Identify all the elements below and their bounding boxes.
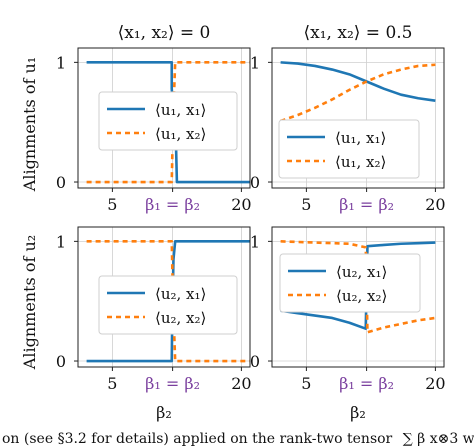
column-title-left: ⟨x₁, x₂⟩ = 0 <box>118 23 211 43</box>
xtick-label-1: β₁ = β₂ <box>145 374 200 393</box>
ytick-label-0: 1 <box>250 232 260 251</box>
xtick-label-0: 5 <box>107 195 117 214</box>
legend-label-1: ⟨u₁, x₂⟩ <box>155 125 206 143</box>
xlabel-right: β₂ <box>350 403 366 422</box>
row-ylabel-bottom: Alignments of u₂ <box>20 235 39 370</box>
ytick-label-1: 0 <box>56 352 66 371</box>
xtick-label-2: 20 <box>231 374 251 393</box>
xtick-label-1: β₁ = β₂ <box>339 374 394 393</box>
legend-box <box>278 119 420 179</box>
legend-label-0: ⟨u₂, x₁⟩ <box>155 285 206 303</box>
xtick-label-2: 20 <box>425 374 445 393</box>
axes-frame <box>271 226 445 368</box>
axes-frame <box>77 226 251 368</box>
legend-label-1: ⟨u₂, x₂⟩ <box>336 287 387 305</box>
caption-fragment: on (see §3.2 for details) applied on the… <box>2 431 393 447</box>
column-title-right: ⟨x₁, x₂⟩ = 0.5 <box>304 23 413 43</box>
xtick-label-1: β₁ = β₂ <box>339 195 394 214</box>
legend-label-1: ⟨u₁, x₂⟩ <box>335 153 386 171</box>
xtick-label-0: 5 <box>107 374 117 393</box>
panel-bottom-left: 1 0 5 β₁ = β₂ 20 ⟨u₂, x₁⟩ ⟨u₂, x₂⟩ <box>56 226 252 393</box>
xtick-label-1: β₁ = β₂ <box>145 195 200 214</box>
series-line-0 <box>280 241 436 331</box>
ytick-label-0: 1 <box>250 53 260 72</box>
ytick-label-1: 0 <box>250 352 260 371</box>
row-ylabel-top: Alignments of u₁ <box>20 57 39 192</box>
series-line-0 <box>280 61 436 102</box>
xtick-label-2: 20 <box>231 195 251 214</box>
series-line-1 <box>280 240 436 334</box>
axes-frame <box>77 47 251 189</box>
legend-label-0: ⟨u₂, x₁⟩ <box>336 263 387 281</box>
panel-bottom-right: 1 0 5 β₁ = β₂ 20 ⟨u₂, x₁⟩ ⟨u₂, x₂⟩ <box>250 226 446 393</box>
ytick-label-0: 1 <box>56 232 66 251</box>
axes-frame <box>271 47 445 189</box>
caption-text: on (see §3.2 for details) applied on the… <box>2 431 474 447</box>
panel-top-right: 1 0 5 β₁ = β₂ 20 ⟨u₁, x₁⟩ ⟨u₁, x₂⟩ <box>250 47 446 214</box>
legend-box <box>98 275 238 335</box>
ytick-label-1: 0 <box>56 173 66 192</box>
ytick-label-0: 1 <box>56 53 66 72</box>
legend-label-0: ⟨u₁, x₁⟩ <box>155 101 206 119</box>
caption-math: ∑ β x⊗3 w <box>403 431 474 447</box>
legend-label-0: ⟨u₁, x₁⟩ <box>335 129 386 147</box>
xtick-label-0: 5 <box>301 195 311 214</box>
xtick-label-2: 20 <box>425 195 445 214</box>
series-line-1 <box>280 63 436 123</box>
xlabel-left: β₂ <box>156 403 172 422</box>
legend-box <box>98 91 238 151</box>
xtick-label-0: 5 <box>301 374 311 393</box>
panel-top-left: 1 0 5 β₁ = β₂ 20 ⟨u₁, x₁⟩ ⟨u₁, x₂⟩ <box>56 47 252 214</box>
ytick-label-1: 0 <box>250 173 260 192</box>
legend-box <box>279 253 421 313</box>
legend-label-1: ⟨u₂, x₂⟩ <box>155 309 206 327</box>
